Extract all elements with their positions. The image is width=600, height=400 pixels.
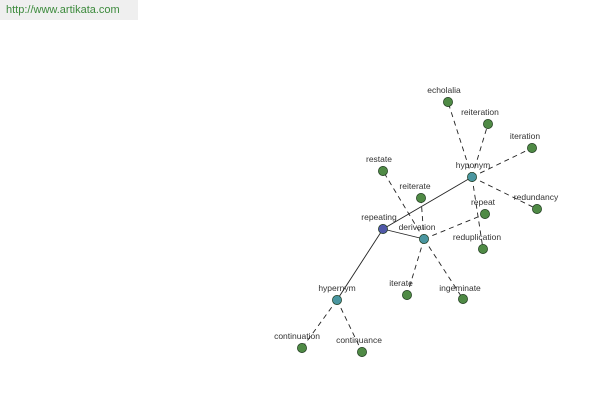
node-label-reiteration[interactable]: reiteration <box>461 107 499 117</box>
node-restate[interactable] <box>378 166 388 176</box>
nodes-layer <box>297 97 542 357</box>
edge-derivation-ingeminate <box>423 238 464 300</box>
node-continuance[interactable] <box>357 347 367 357</box>
edge-hypernym-continuation <box>301 299 338 349</box>
edge-repeating-derivation <box>382 228 425 240</box>
node-redundancy[interactable] <box>532 204 542 214</box>
node-label-hypernym[interactable]: hypernym <box>318 283 355 293</box>
edge-hyponym-iteration <box>471 147 533 178</box>
node-hyponym[interactable] <box>467 172 477 182</box>
node-label-reduplication[interactable]: reduplication <box>453 232 501 242</box>
node-label-redundancy[interactable]: redundancy <box>514 192 559 202</box>
node-iteration[interactable] <box>527 143 537 153</box>
node-label-iteration[interactable]: iteration <box>510 131 541 141</box>
node-derivation[interactable] <box>419 234 429 244</box>
node-label-continuance[interactable]: continuance <box>336 335 382 345</box>
edge-hyponym-reiteration <box>471 123 489 178</box>
node-label-repeating[interactable]: repeating <box>361 212 397 222</box>
edge-repeating-hyponym <box>382 176 473 230</box>
node-label-hyponym[interactable]: hyponym <box>456 160 491 170</box>
node-label-repeat[interactable]: repeat <box>471 197 496 207</box>
edge-hyponym-reduplication <box>471 176 484 250</box>
node-reiterate[interactable] <box>416 193 426 203</box>
node-ingeminate[interactable] <box>458 294 468 304</box>
node-label-derivation[interactable]: derivation <box>399 222 436 232</box>
edge-hyponym-redundancy <box>471 176 538 210</box>
url-banner[interactable]: http://www.artikata.com <box>0 0 138 20</box>
node-repeat[interactable] <box>480 209 490 219</box>
edge-repeating-hypernym <box>336 228 384 301</box>
node-label-iterate[interactable]: iterate <box>389 278 413 288</box>
node-label-echolalia[interactable]: echolalia <box>427 85 461 95</box>
node-reiteration[interactable] <box>483 119 493 129</box>
edge-derivation-repeat <box>423 213 486 240</box>
node-continuation[interactable] <box>297 343 307 353</box>
node-hypernym[interactable] <box>332 295 342 305</box>
edge-derivation-reiterate <box>420 197 425 240</box>
node-label-restate[interactable]: restate <box>366 154 392 164</box>
node-label-reiterate[interactable]: reiterate <box>399 181 430 191</box>
edge-derivation-restate <box>382 170 425 240</box>
edge-hypernym-continuance <box>336 299 363 353</box>
node-iterate[interactable] <box>402 290 412 300</box>
node-label-ingeminate[interactable]: ingeminate <box>439 283 481 293</box>
node-label-continuation[interactable]: continuation <box>274 331 320 341</box>
edge-hyponym-echolalia <box>447 101 473 178</box>
edges-layer <box>301 101 538 353</box>
node-echolalia[interactable] <box>443 97 453 107</box>
node-reduplication[interactable] <box>478 244 488 254</box>
node-repeating[interactable] <box>378 224 388 234</box>
labels-layer: repeating hyponym derivation hypernym echola… <box>274 85 559 345</box>
edge-derivation-iterate <box>406 238 425 296</box>
